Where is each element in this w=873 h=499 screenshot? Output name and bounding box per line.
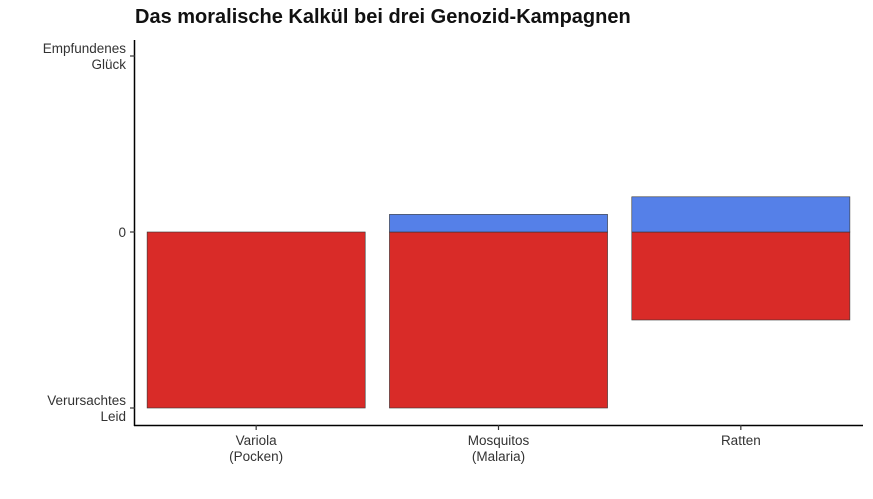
x-ticks-group: Variola(Pocken) Mosquitos(Malaria) Ratten — [229, 425, 761, 464]
x-tick-label-2-0: Ratten — [721, 433, 761, 448]
y-tick-label-1-0: 0 — [118, 225, 126, 240]
bar-series1-2 — [631, 196, 851, 233]
bars-group — [146, 196, 851, 409]
y-tick-label-2-1: Leid — [100, 409, 126, 424]
bar-series0-1 — [389, 231, 608, 409]
chart-title: Das moralische Kalkül bei drei Genozid-K… — [135, 6, 631, 28]
bar-series0-0 — [146, 231, 366, 409]
bar-series0-2 — [631, 231, 851, 321]
x-tick-label-1-0: Mosquitos — [468, 433, 530, 448]
x-tick-label-0-0: Variola — [236, 433, 278, 448]
y-tick-label-0-1: Glück — [91, 57, 126, 72]
y-tick-label-2-0: Verursachtes — [47, 393, 126, 408]
x-tick-label-1-1: (Malaria) — [472, 449, 525, 464]
y-tick-label-0-0: Empfundenes — [43, 41, 127, 56]
bar-series1-1 — [389, 214, 608, 233]
x-tick-label-0-1: (Pocken) — [229, 449, 283, 464]
